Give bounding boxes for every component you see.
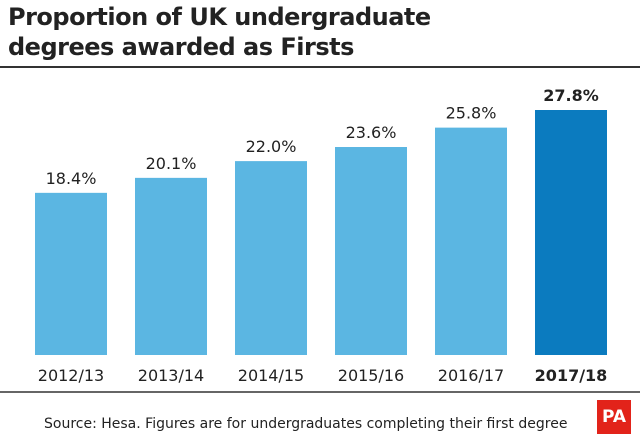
x-tick-label: 2012/13: [38, 366, 104, 385]
value-label: 25.8%: [446, 104, 497, 123]
bar: [135, 177, 207, 355]
chart-title: Proportion of UK undergraduate degrees a…: [8, 3, 431, 61]
source-note: Source: Hesa. Figures are for undergradu…: [44, 416, 568, 432]
x-tick-label: 2014/15: [238, 366, 304, 385]
bar: [435, 127, 507, 355]
value-label: 22.0%: [246, 137, 297, 156]
bar: [35, 192, 107, 355]
chart: 18.4% 2012/13 20.1% 2013/14 22.0% 2014/15 23.6…: [0, 86, 640, 393]
x-tick-label: 2015/16: [338, 366, 404, 385]
x-tick-label: 2017/18: [535, 366, 608, 385]
bar: [335, 147, 407, 355]
value-label: 23.6%: [346, 123, 397, 142]
bar: [535, 110, 607, 355]
value-label: 27.8%: [543, 86, 599, 105]
x-tick-label: 2013/14: [138, 366, 204, 385]
value-label: 18.4%: [46, 169, 97, 188]
bar: [235, 161, 307, 355]
title-rule: [0, 66, 640, 68]
x-tick-label: 2016/17: [438, 366, 504, 385]
logo: PA: [597, 400, 631, 434]
value-label: 20.1%: [146, 154, 197, 173]
